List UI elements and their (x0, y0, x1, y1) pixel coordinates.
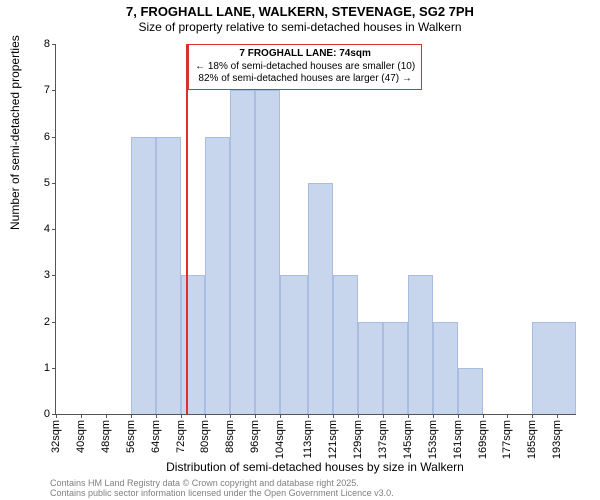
x-tick-label: 121sqm (327, 420, 339, 459)
y-axis-label: Number of semi-detached properties (8, 35, 22, 230)
x-tick-label: 153sqm (427, 420, 439, 459)
histogram-bar (280, 275, 308, 414)
histogram-bar (205, 137, 230, 415)
x-tick-label: 80sqm (199, 420, 211, 453)
page-subtitle: Size of property relative to semi-detach… (0, 20, 600, 34)
x-tick-label: 137sqm (377, 420, 389, 459)
histogram-bar (181, 275, 206, 414)
histogram-bar (358, 322, 383, 415)
histogram-bar (230, 90, 255, 414)
histogram-bar (433, 322, 458, 415)
x-tick-label: 145sqm (402, 420, 414, 459)
annotation-line: ← 18% of semi-detached houses are smalle… (195, 61, 415, 74)
histogram-bar (333, 275, 358, 414)
x-tick-label: 129sqm (352, 420, 364, 459)
x-tick-label: 64sqm (150, 420, 162, 453)
page-title: 7, FROGHALL LANE, WALKERN, STEVENAGE, SG… (0, 4, 600, 20)
annotation-line: 82% of semi-detached houses are larger (… (195, 73, 415, 86)
x-tick-label: 40sqm (75, 420, 87, 453)
x-tick-label: 185sqm (526, 420, 538, 459)
x-tick-label: 48sqm (100, 420, 112, 453)
x-axis-label: Distribution of semi-detached houses by … (55, 460, 575, 474)
credit-line: Contains HM Land Registry data © Crown c… (50, 478, 394, 488)
x-tick-label: 193sqm (551, 420, 563, 459)
credits-block: Contains HM Land Registry data © Crown c… (50, 478, 394, 499)
x-tick-label: 113sqm (302, 420, 314, 458)
x-tick-label: 104sqm (274, 420, 286, 459)
x-tick-label: 96sqm (249, 420, 261, 453)
x-tick-label: 177sqm (501, 420, 513, 459)
histogram-bar (458, 368, 483, 414)
x-tick-label: 56sqm (125, 420, 137, 453)
histogram-bar (255, 90, 280, 414)
histogram-bar (383, 322, 408, 415)
annotation-title: 7 FROGHALL LANE: 74sqm (195, 48, 415, 61)
x-tick-label: 72sqm (175, 420, 187, 453)
credit-line: Contains public sector information licen… (50, 488, 394, 498)
histogram-bar (532, 322, 576, 415)
marker-line (186, 44, 188, 414)
x-tick-label: 169sqm (477, 420, 489, 459)
histogram-bar (131, 137, 156, 415)
histogram-plot: 01234567832sqm40sqm48sqm56sqm64sqm72sqm8… (55, 44, 576, 415)
x-tick-label: 161sqm (452, 420, 464, 459)
x-tick-label: 88sqm (224, 420, 236, 453)
histogram-bar (156, 137, 181, 415)
histogram-bar (408, 275, 433, 414)
annotation-box: 7 FROGHALL LANE: 74sqm← 18% of semi-deta… (188, 44, 422, 90)
x-tick-label: 32sqm (50, 420, 62, 453)
histogram-bar (308, 183, 333, 414)
